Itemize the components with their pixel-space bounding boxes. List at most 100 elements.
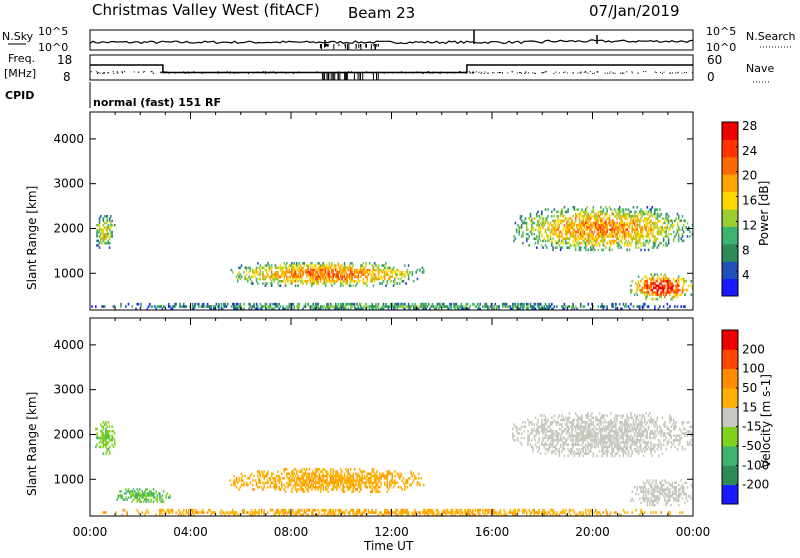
heatmap-cell [211,305,213,308]
heatmap-cell [547,419,549,422]
heatmap-cell [179,303,181,306]
heatmap-cell [678,215,680,218]
heatmap-cell [394,470,396,473]
heatmap-cell [139,496,141,498]
heatmap-cell [113,437,115,440]
heatmap-cell [451,303,453,306]
heatmap-cell [623,211,625,214]
heatmap-cell [621,220,623,223]
heatmap-cell [631,224,633,227]
heatmap-cell [355,482,357,485]
heatmap-cell [522,233,524,236]
nave-dot [392,73,393,74]
heatmap-cell [336,488,338,491]
heatmap-cell [243,271,245,274]
heatmap-cell [594,244,596,247]
heatmap-cell [262,271,264,274]
heatmap-cell [283,488,285,491]
heatmap-cell [551,242,553,245]
heatmap-cell [582,450,584,453]
heatmap-cell [194,303,196,306]
heatmap-cell [605,206,607,209]
heatmap-cell [360,484,362,487]
heatmap-cell [546,220,548,223]
heatmap-cell [542,246,544,249]
heatmap-cell [354,486,356,489]
heatmap-cell [329,278,331,281]
heatmap-cell [251,280,253,283]
heatmap-cell [575,412,577,415]
heatmap-cell [312,470,314,473]
heatmap-cell [99,441,101,444]
heatmap-cell [332,269,334,272]
heatmap-cell [542,217,544,220]
heatmap-cell [270,479,272,482]
heatmap-cell [559,244,561,247]
heatmap-cell [250,303,252,306]
heatmap-cell [591,249,593,252]
heatmap-cell [616,233,618,236]
heatmap-cell [537,222,539,225]
heatmap-cell [335,303,337,306]
heatmap-cell [207,303,209,306]
heatmap-cell [277,282,279,285]
heatmap-cell [669,228,671,231]
heatmap-cell [616,224,618,227]
heatmap-cell [101,242,103,245]
heatmap-cell [108,448,110,451]
heatmap-cell [544,430,546,433]
heatmap-cell [555,446,557,449]
heatmap-cell [555,224,557,227]
heatmap-cell [572,240,574,243]
heatmap-cell [527,441,529,444]
heatmap-cell [575,233,577,236]
heatmap-cell [559,432,561,435]
heatmap-cell [533,437,535,440]
nave-dot [187,71,188,72]
heatmap-cell [253,273,255,276]
colorbar-tick-label: 12 [742,218,757,232]
heatmap-cell [326,264,328,267]
heatmap-cell [667,213,669,216]
heatmap-cell [131,490,133,492]
heatmap-cell [554,432,556,435]
heatmap-cell [373,264,375,267]
heatmap-cell [521,220,523,223]
heatmap-cell [332,276,334,279]
heatmap-cell [343,484,345,487]
heatmap-cell [375,509,377,512]
heatmap-cell [604,240,606,243]
heatmap-cell [647,296,649,299]
nave-dot [481,72,482,73]
heatmap-cell [443,509,445,512]
heatmap-cell [414,509,416,512]
heatmap-cell [560,242,562,245]
heatmap-cell [99,220,101,223]
heatmap-cell [159,494,161,496]
heatmap-cell [574,228,576,231]
heatmap-cell [307,267,309,270]
heatmap-cell [679,511,681,514]
heatmap-cell [239,486,241,489]
heatmap-cell [664,287,666,290]
heatmap-cell [520,428,522,431]
heatmap-cell [124,509,126,512]
heatmap-cell [325,284,327,287]
freq-tick-bottom: 8 [63,70,71,84]
heatmap-cell [247,280,249,283]
heatmap-cell [384,484,386,487]
heatmap-cell [330,470,332,473]
heatmap-cell [239,273,241,276]
heatmap-cell [672,220,674,223]
nave-dot [520,72,521,73]
nave-dot [297,72,298,73]
heatmap-cell [527,303,529,306]
heatmap-cell [283,470,285,473]
heatmap-cell [447,305,449,308]
heatmap-cell [305,486,307,489]
colorbar-tick-label: 16 [742,194,757,208]
heatmap-cell [238,479,240,482]
heatmap-cell [336,486,338,489]
heatmap-cell [631,226,633,229]
heatmap-cell [227,511,229,514]
